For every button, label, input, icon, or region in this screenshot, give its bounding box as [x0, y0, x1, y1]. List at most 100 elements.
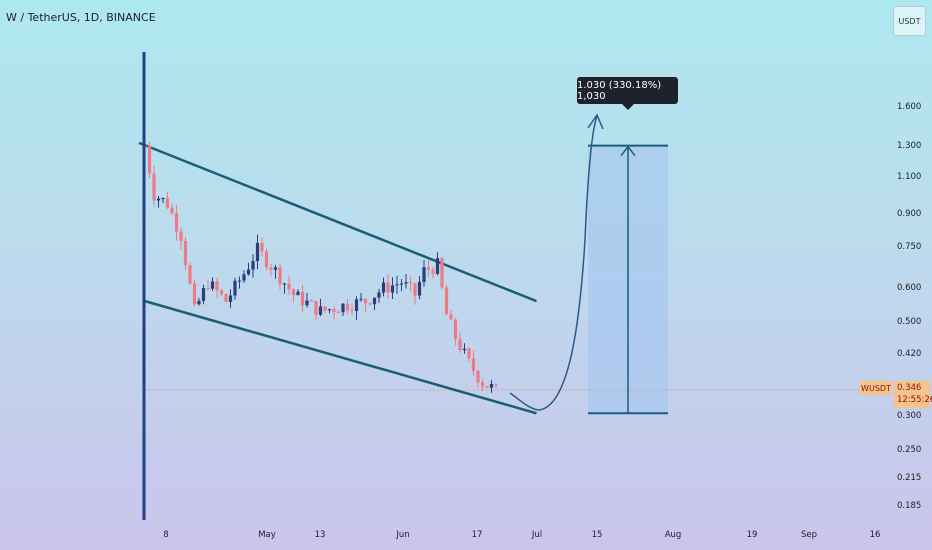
candle-body [219, 290, 224, 295]
candle-body [377, 292, 381, 298]
price-tick-label: 0.900 [897, 208, 922, 219]
candle-body [309, 300, 314, 302]
candle-body [255, 242, 260, 262]
candle-body [161, 198, 165, 200]
candle-body [170, 207, 174, 214]
candle-body [206, 288, 210, 290]
candle-body [282, 283, 287, 285]
candle-body [165, 198, 170, 208]
candle-body [188, 265, 192, 284]
candle-body [453, 319, 458, 340]
time-tick-label: Sep [800, 530, 818, 540]
candle-body [485, 386, 489, 388]
price-tick-label: 0.250 [897, 444, 922, 455]
candle-body [494, 384, 498, 386]
candle-body [476, 370, 480, 383]
candle-body [201, 288, 206, 301]
candle-body [408, 282, 413, 284]
channel-upper-line [138, 141, 537, 303]
candle-body [314, 300, 318, 315]
candle-body [345, 303, 350, 311]
price-tick-label: 0.600 [897, 283, 922, 294]
candle-body [291, 289, 296, 296]
candle-body [480, 382, 485, 387]
target-arrow-head [620, 145, 636, 157]
price-tick-label: 1.600 [897, 102, 922, 113]
symbol-tag: WUSDT [860, 381, 892, 395]
last-price-tag: 0.346 12:55:26 [894, 381, 932, 408]
candle-countdown: 12:55:26 [897, 395, 932, 405]
time-tick-label: 16 [869, 530, 881, 540]
candle-body [242, 274, 246, 281]
candle-body [323, 306, 327, 311]
target-label: 1.030 (330.18%) 1,030 [577, 77, 678, 110]
candle-body [183, 240, 188, 266]
candle-body [372, 297, 377, 305]
price-tick-label: 1.100 [897, 171, 922, 182]
candle-body [327, 309, 332, 311]
candle-body [435, 258, 440, 274]
channel-lower-line [144, 299, 537, 415]
candle-body [318, 306, 323, 315]
candle-body [462, 348, 467, 351]
listing-candle [142, 52, 146, 520]
time-tick-label: 17 [471, 530, 483, 540]
time-tick-label: 19 [746, 530, 758, 540]
price-tick-label: 0.500 [897, 317, 922, 328]
candle-body [156, 198, 161, 201]
price-tick-label: 0.300 [897, 411, 922, 422]
candle-body [363, 298, 368, 304]
candle-body [246, 269, 251, 275]
candle-body [449, 314, 453, 320]
candle-body [426, 267, 431, 270]
candle-body [336, 311, 341, 313]
candle-body [210, 281, 215, 289]
candle-body [287, 283, 291, 290]
candle-body [296, 291, 300, 296]
candle-body [350, 310, 354, 312]
candle-body [404, 282, 408, 284]
candle-body [431, 269, 435, 274]
candle-body [395, 284, 399, 286]
currency-button[interactable]: USDT [893, 6, 926, 36]
candle-body [381, 282, 386, 293]
candle-body [264, 251, 269, 268]
candle-body [228, 295, 233, 302]
candle-body [179, 231, 183, 241]
projection-curve [509, 115, 598, 411]
time-tick-label: Aug [664, 530, 682, 540]
time-tick-label: May [258, 530, 276, 540]
time-tick-label: 8 [163, 530, 169, 540]
candle-body [197, 300, 201, 305]
candle-body [269, 267, 273, 270]
price-tick-label: 0.215 [897, 472, 922, 483]
candle-body [467, 348, 471, 359]
chart-title: W / TetherUS, 1D, BINANCE [6, 11, 156, 24]
candle-body [471, 358, 476, 371]
projection-arrow-head [587, 113, 604, 130]
candle-body [233, 280, 237, 296]
time-tick-label: 13 [314, 530, 326, 540]
candle-body [413, 283, 417, 296]
candle-body [192, 283, 197, 305]
price-tick-label: 0.420 [897, 349, 922, 360]
candle-body [237, 280, 242, 282]
candle-body [399, 283, 404, 285]
candle-body [174, 213, 179, 232]
candle-body [422, 267, 426, 282]
candle-body [444, 287, 449, 315]
candle-body [368, 303, 372, 305]
candle-body [260, 242, 264, 252]
candle-body [224, 294, 228, 302]
price-tick-label: 1.300 [897, 140, 922, 151]
time-tick-label: Jun [396, 530, 410, 540]
candle-body [440, 258, 444, 288]
candle-body [332, 309, 336, 312]
candle-body [305, 300, 309, 306]
candle-body [341, 303, 345, 313]
last-price-value: 0.346 [897, 383, 922, 393]
candle-body [359, 298, 363, 300]
candle-body [273, 267, 278, 270]
candle-body [386, 282, 390, 293]
